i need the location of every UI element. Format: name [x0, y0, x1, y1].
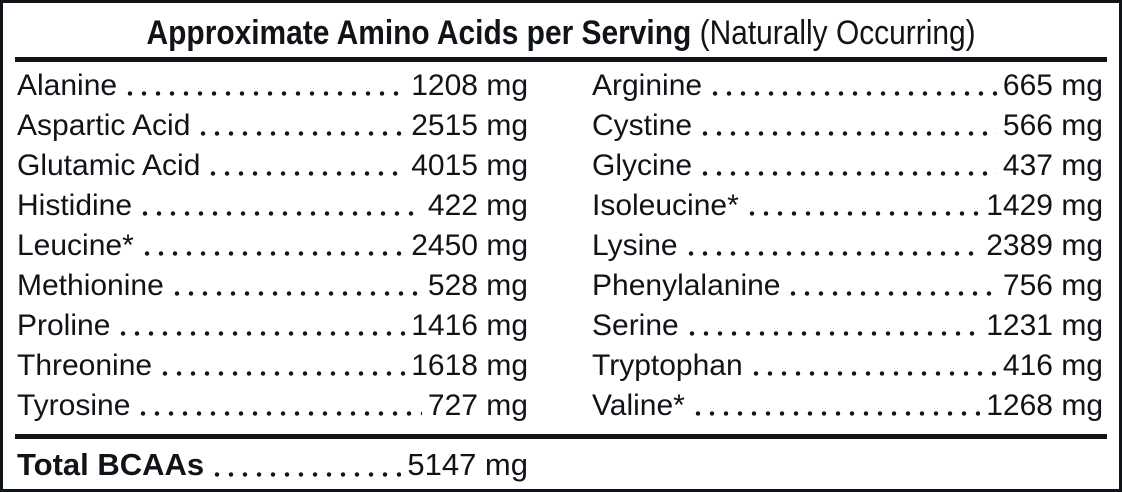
- amino-name: Arginine: [592, 69, 703, 102]
- amino-name: Histidine: [17, 189, 133, 222]
- amino-name: Glutamic Acid: [17, 149, 201, 182]
- total-row: Total BCAAs 5147 mg: [17, 441, 528, 489]
- amino-value: 416 mg: [1002, 349, 1103, 382]
- dot-leader: [696, 106, 997, 146]
- dot-leader: [706, 66, 997, 106]
- dot-leader: [746, 346, 997, 386]
- amino-name: Methionine: [17, 269, 164, 302]
- amino-name: Serine: [592, 309, 679, 342]
- total-label: Total BCAAs: [17, 447, 205, 482]
- table-row: Aspartic Acid 2515 mg: [17, 106, 528, 146]
- amino-value: 1618 mg: [411, 349, 528, 382]
- table-row: Glycine 437 mg: [592, 146, 1103, 186]
- table-row: Cystine 566 mg: [592, 106, 1103, 146]
- total-divider-rule: [15, 434, 1107, 439]
- table-row: Arginine 665 mg: [592, 66, 1103, 106]
- amino-value: 1231 mg: [986, 309, 1103, 342]
- dot-leader: [136, 186, 422, 226]
- amino-value: 756 mg: [1002, 269, 1103, 302]
- amino-acids-table: Alanine 1208 mg Aspartic Acid 2515 mg Glut…: [3, 62, 1119, 426]
- amino-name: Cystine: [592, 109, 693, 142]
- table-row: Alanine 1208 mg: [17, 66, 528, 106]
- dot-leader: [137, 226, 406, 266]
- label-title-text: Approximate Amino Acids per Serving (Nat…: [146, 11, 975, 55]
- table-row: Threonine 1618 mg: [17, 346, 528, 386]
- amino-name: Leucine*: [17, 229, 134, 262]
- right-column: Arginine 665 mg Cystine 566 mg Glycine 437 …: [592, 66, 1103, 426]
- title-suffix: (Naturally Occurring): [691, 14, 976, 52]
- dot-leader: [167, 266, 422, 306]
- total-row-spacer: [592, 441, 1103, 489]
- amino-name: Aspartic Acid: [17, 109, 191, 142]
- amino-name: Isoleucine*: [592, 189, 739, 222]
- amino-name: Threonine: [17, 349, 153, 382]
- dot-leader: [682, 306, 981, 346]
- amino-name: Glycine: [592, 149, 693, 182]
- dot-leader: [156, 346, 406, 386]
- amino-name: Lysine: [592, 229, 678, 262]
- table-row: Phenylalanine 756 mg: [592, 266, 1103, 306]
- amino-value: 1416 mg: [411, 309, 528, 342]
- table-row: Lysine 2389 mg: [592, 226, 1103, 266]
- amino-name: Proline: [17, 309, 111, 342]
- dot-leader: [194, 106, 406, 146]
- dot-leader: [204, 146, 406, 186]
- table-row: Leucine* 2450 mg: [17, 226, 528, 266]
- dot-leader: [134, 386, 422, 426]
- amino-name: Tyrosine: [17, 389, 131, 422]
- dot-leader: [742, 186, 981, 226]
- total-section: Total BCAAs 5147 mg: [3, 439, 1119, 489]
- amino-value: 422 mg: [427, 189, 528, 222]
- dot-leader: [696, 146, 997, 186]
- table-row: Valine* 1268 mg: [592, 386, 1103, 426]
- dot-leader: [688, 386, 981, 426]
- amino-value: 665 mg: [1002, 69, 1103, 102]
- table-row: Histidine 422 mg: [17, 186, 528, 226]
- table-row: Isoleucine* 1429 mg: [592, 186, 1103, 226]
- title-main: Approximate Amino Acids per Serving: [146, 14, 692, 52]
- amino-name: Alanine: [17, 69, 118, 102]
- amino-value: 727 mg: [427, 389, 528, 422]
- table-row: Methionine 528 mg: [17, 266, 528, 306]
- amino-value: 437 mg: [1002, 149, 1103, 182]
- table-row: Glutamic Acid 4015 mg: [17, 146, 528, 186]
- amino-name: Valine*: [592, 389, 685, 422]
- amino-value: 528 mg: [427, 269, 528, 302]
- dot-leader: [784, 266, 997, 306]
- label-title: Approximate Amino Acids per Serving (Nat…: [3, 3, 1119, 57]
- amino-value: 1268 mg: [986, 389, 1103, 422]
- amino-name: Tryptophan: [592, 349, 743, 382]
- amino-value: 1208 mg: [411, 69, 528, 102]
- dot-leader: [114, 306, 406, 346]
- table-row: Tyrosine 727 mg: [17, 386, 528, 426]
- amino-name: Phenylalanine: [592, 269, 781, 302]
- amino-value: 2515 mg: [411, 109, 528, 142]
- table-row: Serine 1231 mg: [592, 306, 1103, 346]
- amino-value: 1429 mg: [986, 189, 1103, 222]
- title-divider-rule: [15, 57, 1107, 62]
- table-row: Proline 1416 mg: [17, 306, 528, 346]
- dot-leader: [121, 66, 406, 106]
- dot-leader: [208, 441, 402, 489]
- left-column: Alanine 1208 mg Aspartic Acid 2515 mg Glut…: [17, 66, 528, 426]
- amino-value: 2389 mg: [986, 229, 1103, 262]
- dot-leader: [681, 226, 981, 266]
- amino-value: 4015 mg: [411, 149, 528, 182]
- amino-value: 566 mg: [1002, 109, 1103, 142]
- table-row: Tryptophan 416 mg: [592, 346, 1103, 386]
- total-value: 5147 mg: [407, 447, 528, 482]
- amino-value: 2450 mg: [411, 229, 528, 262]
